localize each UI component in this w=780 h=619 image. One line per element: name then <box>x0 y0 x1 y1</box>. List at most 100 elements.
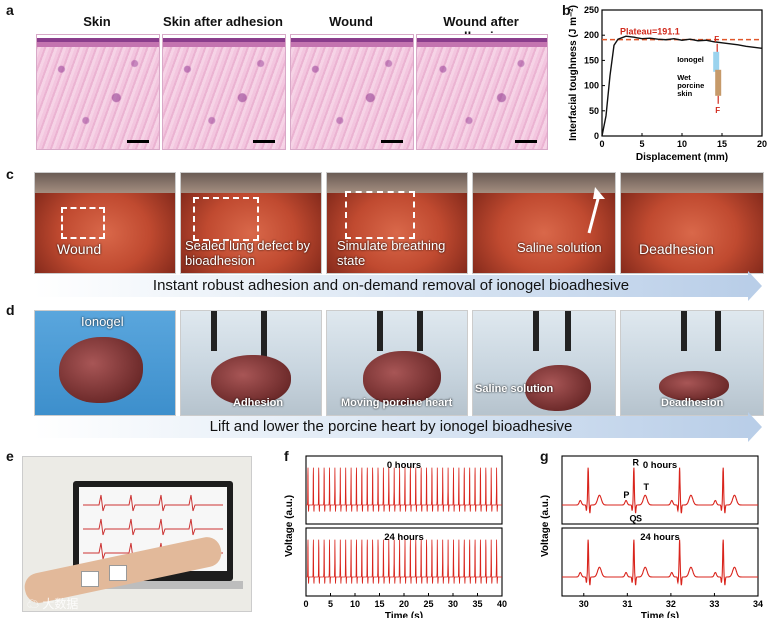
ecg-title-bottom: 24 hours <box>640 532 680 543</box>
lung-photo-saline: Saline solution <box>472 172 616 274</box>
panel-c-label: c <box>6 166 14 182</box>
x-tick-label: 5 <box>328 599 333 609</box>
heart-photo-moving: Moving porcine heart <box>326 310 468 416</box>
plateau-annotation: Plateau=191.1 <box>620 27 680 37</box>
ecg-frame-bottom <box>561 527 759 597</box>
x-axis-label: Time (s) <box>641 611 679 618</box>
legend-ionogel: Ionogel <box>677 55 704 64</box>
ecg-setup-photo: ☁ 大数据 <box>22 456 252 612</box>
ecg-chart-g: 0 hours 24 hours 30 31 32 33 34 Time (s) Voltage… <box>540 455 763 618</box>
electrode-2 <box>109 565 127 581</box>
ecg-frame-top <box>561 455 759 525</box>
ecg-title-top: 0 hours <box>387 460 421 471</box>
lung-caption-wound: Wound <box>57 241 102 257</box>
x-tick-label: 10 <box>350 599 360 609</box>
panel-a-label: a <box>6 2 14 18</box>
x-axis-label: Displacement (mm) <box>636 152 728 163</box>
y-axis-label: Interfacial toughness (J m⁻²) <box>568 5 579 141</box>
panel-e-label: e <box>6 448 14 464</box>
lung-banner: Instant robust adhesion and on-demand re… <box>34 271 762 301</box>
lung-caption-deadhesion: Deadhesion <box>639 241 714 257</box>
heart-photo-adhesion: Adhesion <box>180 310 322 416</box>
histology-image-skin-after-adhesion <box>162 34 286 150</box>
x-tick-label: 15 <box>374 599 384 609</box>
scale-bar <box>127 140 149 143</box>
force-label-bottom: F <box>715 106 720 115</box>
toughness-curve <box>601 35 763 137</box>
y-tick-label: 150 <box>584 55 599 65</box>
heart-caption-ionogel: Ionogel <box>81 314 124 329</box>
lung-caption-breathing: Simulate breathing state <box>337 238 446 268</box>
y-axis-label: Voltage (a.u.) <box>540 495 551 557</box>
ionogel-strip <box>713 51 720 72</box>
watermark-icon: ☁ <box>27 597 40 611</box>
heart-caption-moving: Moving porcine heart <box>341 397 453 409</box>
electrode-1 <box>81 571 99 587</box>
heart-photo-deadhesion: Deadhesion <box>620 310 764 416</box>
panel-g-label: g <box>540 448 549 464</box>
x-tick-label: 30 <box>448 599 458 609</box>
scale-bar <box>381 140 403 143</box>
x-tick-label: 20 <box>399 599 409 609</box>
scale-bar <box>515 140 537 143</box>
heart-caption-deadhesion: Deadhesion <box>661 397 724 409</box>
lung-photo-sealed: Sealed lung defect by bioadhesion <box>180 172 322 274</box>
y-tick-label: 0 <box>594 131 599 141</box>
wave-label-s: S <box>636 513 642 523</box>
lung-caption-saline: Saline solution <box>517 240 602 255</box>
x-tick-label: 10 <box>677 139 687 149</box>
x-tick-label: 32 <box>666 599 676 609</box>
y-axis-label: Voltage (a.u.) <box>284 495 295 557</box>
force-label-top: F <box>714 35 719 44</box>
x-axis-label: Time (s) <box>385 611 423 618</box>
heart-caption-adhesion: Adhesion <box>233 397 284 409</box>
ecg-frame-top <box>305 455 503 525</box>
histology-image-wound <box>290 34 414 150</box>
x-tick-label: 35 <box>472 599 482 609</box>
wave-label-p: P <box>623 490 629 500</box>
legend-skin-line: Wet <box>677 73 691 82</box>
lung-caption-sealed: Sealed lung defect by bioadhesion <box>185 238 311 268</box>
wave-label-q: Q <box>630 513 637 523</box>
histology-title-skin: Skin <box>83 14 111 29</box>
y-tick-label: 250 <box>584 5 599 15</box>
x-tick-label: 0 <box>599 139 604 149</box>
ecg-trace-top <box>306 467 502 512</box>
x-tick-label: 0 <box>303 599 308 609</box>
y-tick-label: 100 <box>584 81 599 91</box>
heart-caption-saline: Saline solution <box>475 383 554 395</box>
ecg-title-top: 0 hours <box>643 460 677 471</box>
x-tick-label: 31 <box>622 599 632 609</box>
y-tick-label: 50 <box>589 106 599 116</box>
x-tick-label: 30 <box>579 599 589 609</box>
panel-f-label: f <box>284 448 289 464</box>
laptop-base <box>63 581 243 589</box>
x-tick-label: 5 <box>639 139 644 149</box>
x-tick-label: 34 <box>753 599 763 609</box>
ecg-trace-bottom <box>306 539 502 584</box>
ecg-title-bottom: 24 hours <box>384 532 424 543</box>
x-tick-label: 40 <box>497 599 507 609</box>
histology-title-skin-after-adhesion: Skin after adhesion <box>163 14 283 29</box>
panel-b-label: b <box>562 2 571 18</box>
lung-photo-deadhesion: Deadhesion <box>620 172 764 274</box>
wave-label-t: T <box>643 482 649 492</box>
skin-strip <box>715 69 722 96</box>
y-tick-label: 200 <box>584 30 599 40</box>
legend-skin-line: skin <box>677 89 692 98</box>
ecg-trace-bottom <box>562 539 758 586</box>
heart-photo-saline: Saline solution <box>472 310 616 416</box>
watermark-text: 大数据 <box>42 597 79 611</box>
x-tick-label: 25 <box>423 599 433 609</box>
legend-skin-line: porcine <box>677 81 704 90</box>
ecg-trace-top <box>562 467 758 514</box>
x-tick-label: 15 <box>717 139 727 149</box>
histology-image-wound-after-adhesion <box>416 34 548 150</box>
histology-title-wound: Wound <box>329 14 373 29</box>
watermark: ☁ 大数据 <box>27 595 79 611</box>
ecg-chart-f: 0 hours 24 hours 0 5 10 15 20 25 30 35 40 Time (s) V… <box>284 455 507 618</box>
lung-photo-breathing: Simulate breathing state <box>326 172 468 274</box>
lung-photo-wound: Wound <box>34 172 176 274</box>
x-tick-label: 20 <box>757 139 767 149</box>
